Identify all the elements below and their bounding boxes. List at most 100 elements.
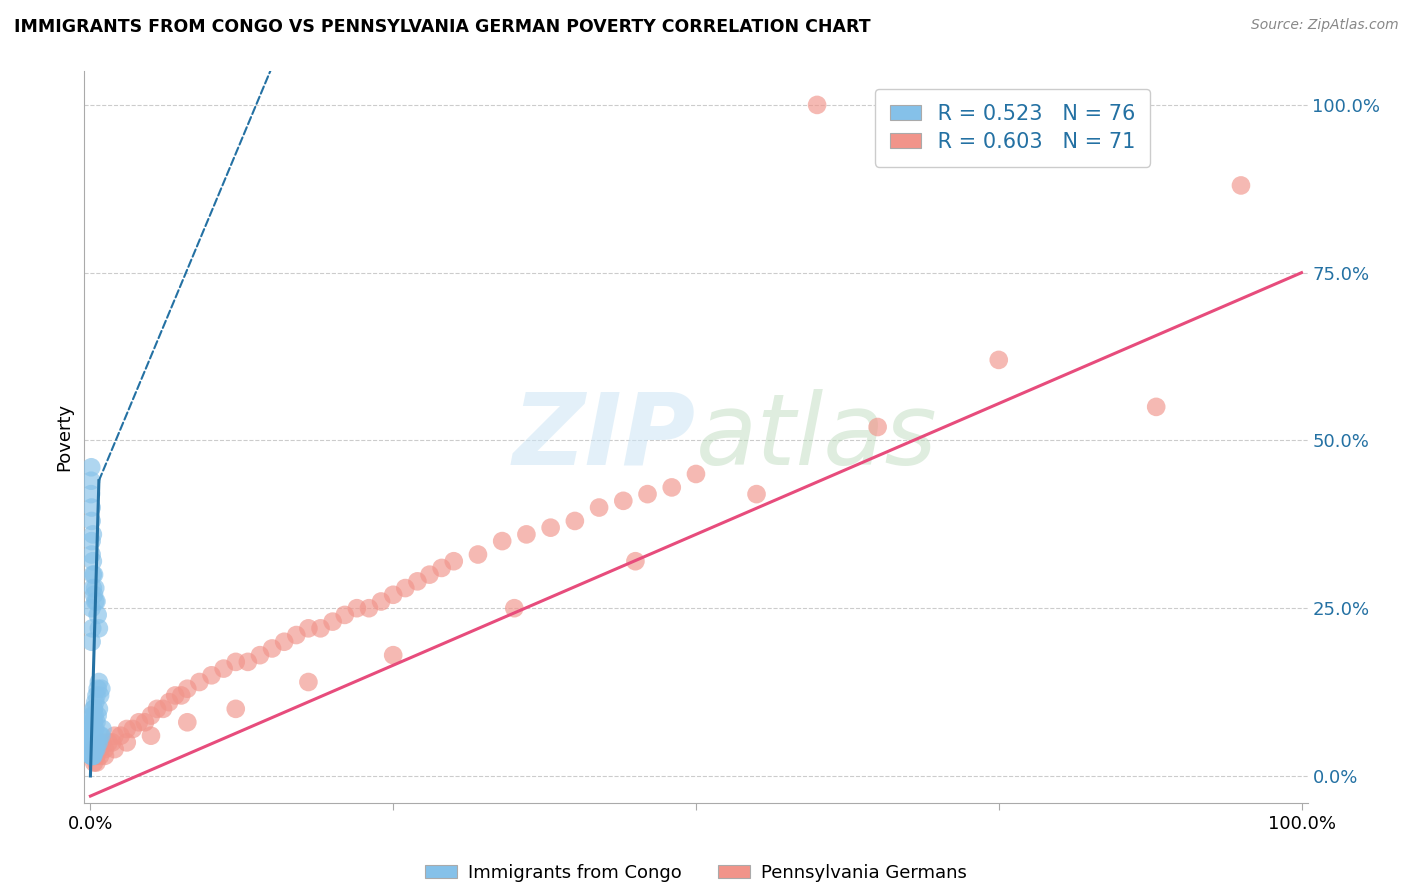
Point bbox=[1230, 178, 1253, 193]
Point bbox=[82, 715, 104, 730]
Point bbox=[236, 655, 259, 669]
Point bbox=[467, 548, 489, 562]
Point bbox=[82, 748, 104, 763]
Point bbox=[212, 662, 235, 676]
Point bbox=[90, 681, 112, 696]
Point bbox=[87, 735, 110, 749]
Point bbox=[110, 729, 132, 743]
Point bbox=[176, 681, 198, 696]
Point bbox=[83, 746, 105, 760]
Point bbox=[86, 689, 108, 703]
Point bbox=[297, 621, 319, 635]
Point bbox=[624, 554, 647, 568]
Point bbox=[80, 514, 103, 528]
Point bbox=[139, 708, 162, 723]
Point bbox=[82, 581, 104, 595]
Point bbox=[357, 601, 380, 615]
Point bbox=[80, 715, 103, 730]
Point bbox=[80, 500, 103, 515]
Point bbox=[685, 467, 707, 481]
Point bbox=[309, 621, 332, 635]
Point bbox=[86, 756, 108, 770]
Point bbox=[84, 742, 107, 756]
Point bbox=[83, 708, 105, 723]
Point bbox=[87, 621, 110, 635]
Legend: Immigrants from Congo, Pennsylvania Germans: Immigrants from Congo, Pennsylvania Germ… bbox=[418, 856, 974, 888]
Point bbox=[80, 742, 103, 756]
Point bbox=[152, 702, 174, 716]
Point bbox=[86, 715, 108, 730]
Point bbox=[83, 715, 105, 730]
Point bbox=[225, 655, 247, 669]
Point bbox=[83, 729, 105, 743]
Point bbox=[82, 735, 104, 749]
Point bbox=[80, 474, 103, 488]
Point bbox=[84, 581, 107, 595]
Point bbox=[637, 487, 659, 501]
Point bbox=[82, 702, 104, 716]
Point bbox=[83, 742, 105, 756]
Point bbox=[84, 594, 107, 608]
Point bbox=[139, 729, 162, 743]
Point bbox=[80, 748, 103, 763]
Point bbox=[503, 601, 526, 615]
Point bbox=[406, 574, 429, 589]
Text: Source: ZipAtlas.com: Source: ZipAtlas.com bbox=[1251, 18, 1399, 32]
Point bbox=[90, 729, 112, 743]
Point bbox=[322, 615, 344, 629]
Point bbox=[80, 748, 103, 763]
Point bbox=[86, 607, 108, 622]
Point bbox=[89, 689, 111, 703]
Point bbox=[82, 722, 104, 736]
Point bbox=[82, 735, 104, 749]
Point bbox=[91, 722, 114, 736]
Point bbox=[188, 675, 211, 690]
Point bbox=[418, 567, 440, 582]
Point bbox=[430, 561, 453, 575]
Point bbox=[80, 548, 103, 562]
Point bbox=[84, 735, 107, 749]
Point bbox=[86, 708, 108, 723]
Point bbox=[382, 648, 405, 662]
Point bbox=[83, 702, 105, 716]
Point bbox=[87, 675, 110, 690]
Point bbox=[146, 702, 169, 716]
Point bbox=[200, 668, 222, 682]
Point bbox=[540, 521, 562, 535]
Point bbox=[165, 689, 187, 703]
Point bbox=[157, 695, 180, 709]
Point bbox=[82, 621, 104, 635]
Point bbox=[83, 742, 105, 756]
Point bbox=[80, 634, 103, 648]
Point bbox=[83, 588, 105, 602]
Point bbox=[82, 742, 104, 756]
Point bbox=[91, 735, 114, 749]
Point bbox=[612, 493, 634, 508]
Point bbox=[225, 702, 247, 716]
Point bbox=[80, 729, 103, 743]
Point bbox=[82, 722, 104, 736]
Point bbox=[80, 460, 103, 475]
Point bbox=[82, 567, 104, 582]
Point bbox=[661, 480, 683, 494]
Point bbox=[80, 742, 103, 756]
Point bbox=[101, 735, 124, 749]
Point bbox=[104, 742, 127, 756]
Point bbox=[121, 722, 143, 736]
Point bbox=[82, 554, 104, 568]
Point bbox=[80, 748, 103, 763]
Point bbox=[94, 748, 117, 763]
Point bbox=[89, 742, 111, 756]
Point bbox=[82, 742, 104, 756]
Point bbox=[588, 500, 610, 515]
Point bbox=[273, 634, 295, 648]
Point bbox=[80, 722, 103, 736]
Point bbox=[80, 729, 103, 743]
Point bbox=[80, 742, 103, 756]
Point bbox=[80, 487, 103, 501]
Point bbox=[86, 681, 108, 696]
Point bbox=[94, 742, 117, 756]
Point bbox=[87, 702, 110, 716]
Text: atlas: atlas bbox=[696, 389, 938, 485]
Point bbox=[82, 527, 104, 541]
